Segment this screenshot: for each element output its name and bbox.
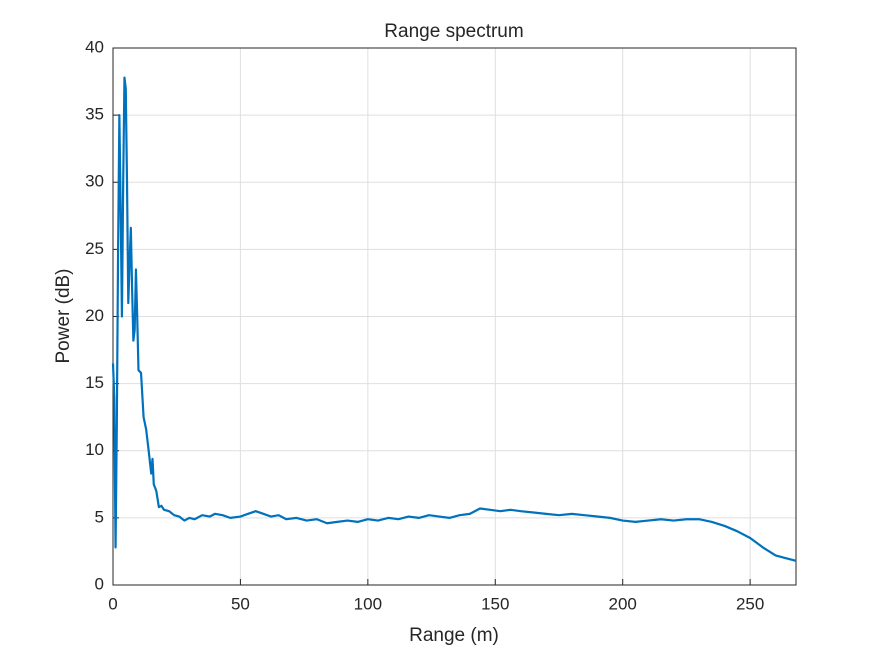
- y-tick-label: 10: [85, 440, 104, 459]
- x-axis-label: Range (m): [409, 625, 499, 646]
- y-tick-label: 5: [95, 507, 104, 526]
- axes-box: [112, 47, 797, 586]
- y-tick-label: 25: [85, 239, 104, 258]
- y-tick-label: 15: [85, 373, 104, 392]
- y-tick-label: 30: [85, 172, 104, 191]
- x-tick-label: 0: [108, 594, 117, 613]
- data-line: [111, 76, 797, 562]
- x-tick-label: 50: [231, 594, 250, 613]
- y-tick-label: 0: [95, 574, 104, 593]
- x-tick-label: 200: [609, 594, 637, 613]
- x-tick-label: 100: [354, 594, 382, 613]
- y-axis-label: Power (dB): [53, 268, 74, 363]
- x-tick-label: 150: [481, 594, 509, 613]
- y-tick-label: 40: [85, 37, 104, 56]
- y-tick-label: 35: [85, 105, 104, 124]
- x-tick-label: 250: [736, 594, 764, 613]
- y-tick-label: 20: [85, 306, 104, 325]
- chart-title: Range spectrum: [384, 21, 523, 42]
